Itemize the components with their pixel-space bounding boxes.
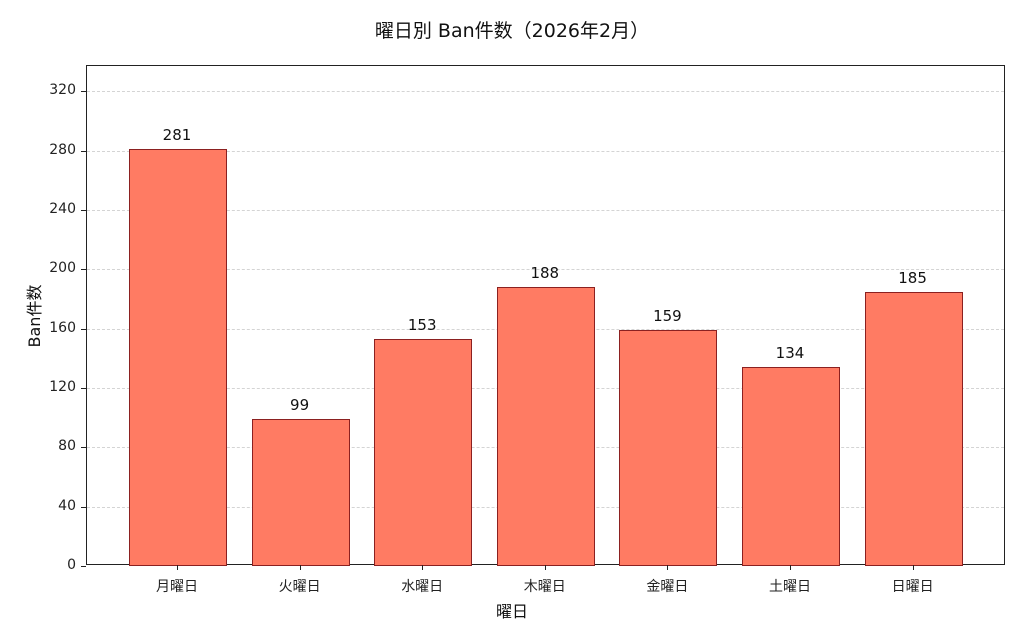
y-tick-mark (81, 447, 86, 449)
bar-value-label: 153 (407, 315, 437, 334)
x-tick-mark (422, 565, 424, 570)
bar-value-label: 159 (653, 307, 682, 326)
y-tick-label: 40 (58, 497, 76, 514)
bar-value-label: 99 (290, 396, 310, 415)
bar (619, 330, 718, 566)
bar (742, 367, 840, 566)
x-tick-label: 木曜日 (523, 579, 566, 595)
y-tick-mark (81, 209, 86, 211)
bar (251, 419, 350, 566)
y-tick-mark (81, 150, 86, 152)
plot-area (81, 65, 1005, 567)
x-axis-title: 曜日 (495, 602, 528, 621)
chart-title: 曜日別 Ban件数（2026年2月） (374, 20, 650, 42)
x-tick-mark (177, 565, 178, 570)
y-tick-mark (81, 506, 86, 508)
y-tick-mark (81, 91, 86, 93)
y-tick-label: 280 (49, 141, 76, 158)
y-tick-mark (81, 269, 86, 271)
y-tick-mark (81, 566, 86, 567)
y-tick-label: 160 (49, 319, 76, 336)
y-tick-label: 0 (67, 557, 76, 573)
y-tick-label: 120 (49, 378, 76, 395)
y-tick-label: 240 (49, 200, 76, 217)
bar (496, 287, 595, 566)
x-tick-label: 金曜日 (646, 579, 689, 595)
bar-value-label: 281 (162, 126, 192, 145)
x-tick-mark (667, 565, 669, 570)
x-tick-mark (790, 565, 791, 570)
bar (864, 291, 963, 566)
bar (374, 338, 473, 566)
x-tick-label: 火曜日 (278, 579, 321, 595)
x-tick-mark (912, 565, 914, 570)
y-axis-title: Ban件数 (25, 284, 44, 348)
x-tick-label: 日曜日 (891, 579, 934, 595)
y-tick-mark (81, 328, 86, 330)
gridline (87, 150, 1004, 152)
y-tick-label: 80 (58, 438, 76, 455)
x-tick-label: 土曜日 (769, 579, 811, 595)
y-tick-label: 320 (49, 82, 76, 99)
x-tick-label: 月曜日 (156, 579, 198, 595)
y-tick-mark (81, 387, 86, 389)
x-tick-label: 水曜日 (401, 579, 444, 595)
x-tick-mark (544, 565, 546, 570)
x-tick-mark (299, 565, 301, 570)
gridline (87, 269, 1004, 271)
gridline (87, 209, 1004, 211)
bar-value-label: 134 (775, 344, 805, 363)
gridline (87, 91, 1004, 93)
bar-value-label: 188 (530, 264, 560, 283)
bar (129, 149, 227, 566)
y-tick-label: 200 (49, 260, 76, 277)
bar-value-label: 185 (898, 268, 927, 287)
